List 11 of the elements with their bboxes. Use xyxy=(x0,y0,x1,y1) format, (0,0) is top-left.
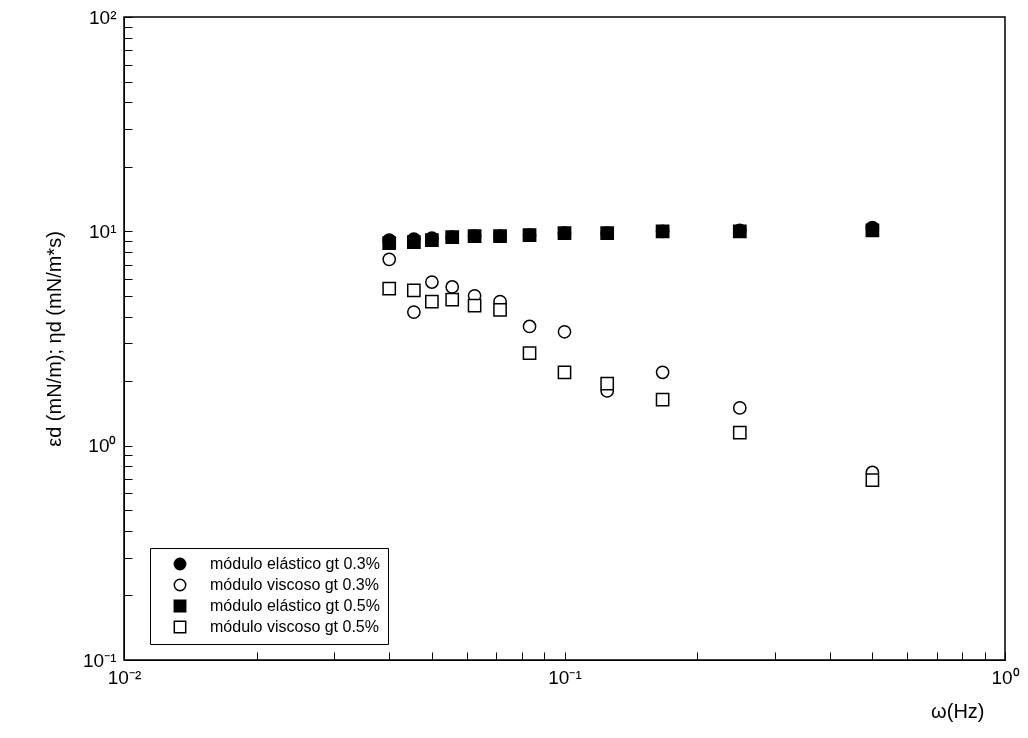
legend-label: módulo elástico gt 0.3% xyxy=(210,555,380,572)
x-axis-title: ω(Hz) xyxy=(931,699,985,722)
y-tick-label: 10⁰ xyxy=(88,435,117,457)
x-tick-label: 10⁻¹ xyxy=(548,666,582,688)
y-tick-label: 10¹ xyxy=(89,220,117,242)
legend-label: módulo viscoso gt 0.5% xyxy=(210,618,379,635)
legend-label: módulo viscoso gt 0.3% xyxy=(210,576,379,593)
x-tick-label: 10⁰ xyxy=(991,666,1020,688)
y-tick-label: 10² xyxy=(89,6,117,28)
legend-label: módulo elástico gt 0.5% xyxy=(210,597,380,614)
y-axis-title: εd (mN/m); ηd (mN/m*s) xyxy=(43,231,66,447)
